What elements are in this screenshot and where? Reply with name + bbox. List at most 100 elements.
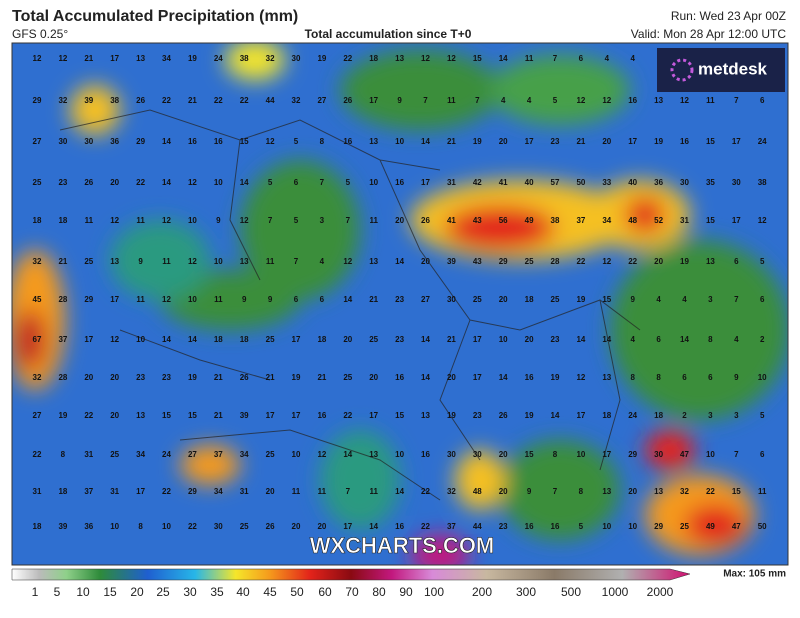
grid-value: 22 (421, 522, 430, 531)
grid-value: 22 (84, 411, 93, 420)
grid-value: 17 (266, 411, 275, 420)
grid-value: 6 (734, 257, 739, 266)
colorbar (11, 568, 691, 581)
grid-value: 12 (110, 216, 119, 225)
colorbar-label: 45 (263, 585, 277, 599)
grid-value: 36 (110, 137, 119, 146)
grid-value: 12 (576, 373, 585, 382)
grid-value: 14 (343, 450, 352, 459)
grid-value: 24 (628, 411, 637, 420)
grid-value: 13 (369, 257, 378, 266)
grid-value: 23 (551, 335, 560, 344)
grid-value: 10 (188, 295, 197, 304)
grid-value: 19 (188, 373, 197, 382)
grid-value: 27 (421, 295, 430, 304)
grid-value: 25 (680, 522, 689, 531)
grid-value: 14 (499, 54, 508, 63)
grid-value: 13 (654, 487, 663, 496)
grid-value: 22 (706, 487, 715, 496)
grid-value: 34 (214, 487, 223, 496)
grid-value: 12 (421, 54, 430, 63)
grid-value: 19 (525, 411, 534, 420)
grid-value: 20 (110, 178, 119, 187)
grid-value: 11 (447, 96, 456, 105)
grid-value: 5 (294, 137, 299, 146)
grid-value: 22 (33, 450, 42, 459)
grid-value: 22 (162, 487, 171, 496)
grid-value: 7 (346, 487, 351, 496)
grid-value: 6 (579, 54, 584, 63)
grid-value: 6 (682, 373, 687, 382)
grid-value: 7 (423, 96, 428, 105)
grid-value: 17 (292, 411, 301, 420)
grid-value: 5 (346, 178, 351, 187)
grid-value: 16 (317, 411, 326, 420)
grid-value: 41 (499, 178, 508, 187)
grid-value: 14 (162, 178, 171, 187)
grid-value: 7 (294, 257, 299, 266)
title: Total Accumulated Precipitation (mm) (12, 8, 298, 25)
grid-value: 9 (527, 487, 532, 496)
grid-value: 14 (576, 335, 585, 344)
grid-value: 31 (240, 487, 249, 496)
grid-value: 12 (317, 450, 326, 459)
grid-value: 29 (84, 295, 93, 304)
grid-value: 20 (110, 373, 119, 382)
grid-value: 14 (551, 411, 560, 420)
grid-value: 15 (706, 137, 715, 146)
logo-icon (670, 58, 694, 82)
grid-value: 23 (136, 373, 145, 382)
grid-value: 26 (421, 216, 430, 225)
grid-value: 14 (369, 522, 378, 531)
grid-value: 4 (682, 295, 687, 304)
grid-value: 16 (395, 522, 404, 531)
grid-value: 32 (447, 487, 456, 496)
grid-value: 22 (240, 96, 249, 105)
grid-value: 9 (397, 96, 402, 105)
grid-value: 20 (84, 373, 93, 382)
grid-value: 37 (214, 450, 223, 459)
grid-value: 21 (58, 257, 67, 266)
grid-value: 20 (447, 373, 456, 382)
grid-value: 27 (33, 137, 42, 146)
grid-value: 36 (84, 522, 93, 531)
grid-value: 28 (551, 257, 560, 266)
grid-value: 15 (395, 411, 404, 420)
grid-value: 22 (214, 96, 223, 105)
colorbar-label: 20 (130, 585, 144, 599)
grid-value: 45 (33, 295, 42, 304)
grid-value: 12 (240, 216, 249, 225)
grid-value: 34 (240, 450, 249, 459)
grid-value: 29 (136, 137, 145, 146)
grid-value: 20 (499, 487, 508, 496)
grid-value: 18 (33, 522, 42, 531)
grid-value: 13 (602, 487, 611, 496)
grid-value: 17 (628, 137, 637, 146)
grid-value: 21 (214, 373, 223, 382)
grid-value: 8 (708, 335, 713, 344)
grid-value: 5 (579, 522, 584, 531)
grid-value: 3 (320, 216, 325, 225)
subtitle: Total accumulation since T+0 (305, 27, 472, 41)
valid: Valid: Mon 28 Apr 12:00 UTC (631, 27, 787, 41)
grid-value: 20 (525, 335, 534, 344)
grid-value: 13 (654, 96, 663, 105)
grid-value: 26 (266, 522, 275, 531)
grid-value: 31 (447, 178, 456, 187)
grid-value: 23 (162, 373, 171, 382)
grid-value: 21 (317, 373, 326, 382)
grid-value: 20 (628, 487, 637, 496)
grid-value: 25 (369, 335, 378, 344)
colorbar-label: 100 (424, 585, 444, 599)
grid-value: 20 (343, 335, 352, 344)
grid-value: 30 (84, 137, 93, 146)
grid-value: 22 (343, 411, 352, 420)
grid-value: 24 (758, 137, 767, 146)
grid-value: 11 (292, 487, 301, 496)
grid-value: 25 (240, 522, 249, 531)
grid-value: 11 (369, 216, 378, 225)
grid-value: 13 (706, 257, 715, 266)
grid-value: 7 (268, 216, 273, 225)
grid-value: 67 (33, 335, 42, 344)
grid-value: 14 (602, 335, 611, 344)
